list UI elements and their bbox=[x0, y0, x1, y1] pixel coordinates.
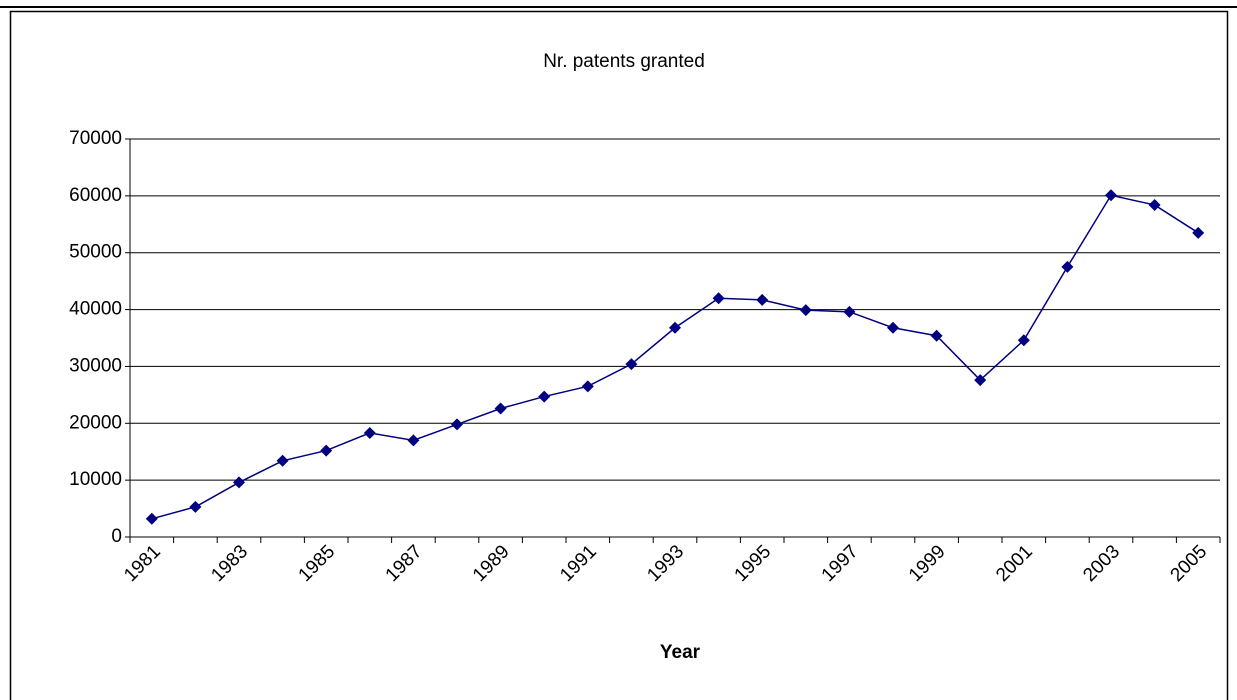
marker bbox=[1105, 189, 1117, 202]
marker bbox=[233, 476, 245, 489]
marker bbox=[407, 434, 420, 447]
marker bbox=[669, 321, 681, 334]
marker bbox=[320, 444, 333, 457]
y-tick-label: 70000 bbox=[69, 128, 122, 149]
marker bbox=[712, 292, 725, 305]
x-tick-label: 1985 bbox=[295, 541, 340, 586]
marker bbox=[887, 321, 899, 334]
y-tick-label: 10000 bbox=[69, 469, 122, 490]
x-tick-label: 1997 bbox=[818, 541, 863, 586]
x-tick-label: 1981 bbox=[120, 541, 165, 586]
marker bbox=[538, 390, 551, 403]
chart-border bbox=[9, 10, 1229, 700]
y-tick-label: 50000 bbox=[69, 242, 122, 263]
x-tick-label: 1991 bbox=[556, 541, 601, 586]
marker bbox=[494, 402, 507, 415]
marker bbox=[1148, 198, 1161, 211]
x-tick-label: 1993 bbox=[643, 541, 688, 586]
x-tick-label: 2005 bbox=[1167, 541, 1212, 586]
y-tick-label: 0 bbox=[111, 526, 122, 547]
x-tick-label: 1989 bbox=[469, 541, 514, 586]
x-axis-label: Year bbox=[660, 642, 701, 663]
y-tick-label: 40000 bbox=[69, 299, 122, 320]
x-tick-label: 1999 bbox=[905, 541, 950, 586]
y-tick-label: 20000 bbox=[69, 412, 122, 433]
x-tick-label: 2003 bbox=[1079, 541, 1124, 586]
marker bbox=[189, 500, 202, 513]
marker bbox=[1192, 226, 1205, 239]
marker bbox=[581, 380, 594, 393]
marker bbox=[974, 374, 987, 387]
x-tick-label: 1987 bbox=[382, 541, 427, 586]
marker bbox=[930, 329, 943, 342]
marker bbox=[145, 512, 158, 525]
marker bbox=[451, 418, 463, 431]
marker bbox=[363, 426, 376, 439]
x-tick-label: 1983 bbox=[207, 541, 252, 586]
marker bbox=[625, 358, 638, 371]
x-tick-label: 2001 bbox=[992, 541, 1037, 586]
y-tick-label: 60000 bbox=[69, 185, 122, 206]
chart-title: Nr. patents granted bbox=[543, 51, 705, 72]
marker bbox=[799, 304, 812, 317]
marker bbox=[276, 454, 289, 467]
x-tick-label: 1995 bbox=[731, 541, 776, 586]
y-tick-label: 30000 bbox=[69, 355, 122, 376]
marker bbox=[756, 293, 769, 306]
marker bbox=[843, 305, 856, 318]
line bbox=[151, 194, 1199, 520]
marker bbox=[1017, 334, 1030, 347]
marker bbox=[1061, 260, 1074, 273]
